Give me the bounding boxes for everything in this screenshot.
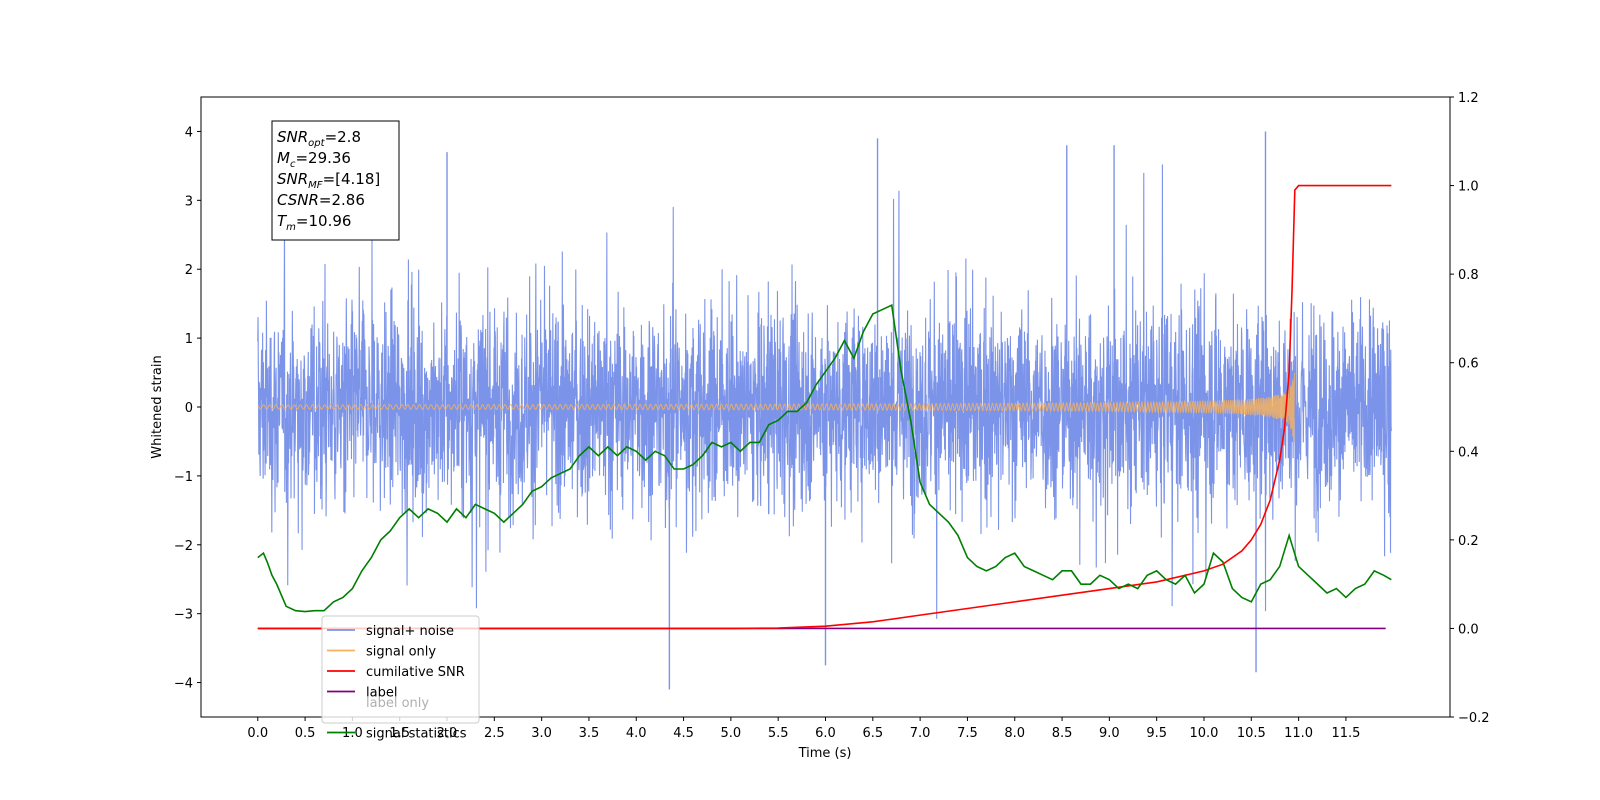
series-line-cumilative-snr: [257, 184, 1392, 630]
y2-tick-label: 0.6: [1458, 357, 1479, 372]
y-tick-label: −4: [174, 677, 193, 692]
x-tick-label: 0.0: [247, 726, 268, 741]
x-tick-label: 3.0: [531, 726, 552, 741]
stat-symbol: SNR: [277, 170, 308, 188]
stat-subscript: MF: [308, 180, 323, 191]
series-line-signal-statistics: [257, 303, 1392, 613]
stat-line: CSNR=2.86: [277, 191, 365, 209]
x-tick-label: 2.5: [484, 726, 505, 741]
stats-box: [271, 120, 400, 241]
stat-value: =29.36: [295, 149, 351, 167]
x-tick-label: 10.0: [1190, 726, 1219, 741]
y2-tick-label: 0.8: [1458, 268, 1479, 283]
x-tick-label: 6.0: [815, 726, 836, 741]
y-tick-label: 4: [185, 125, 193, 140]
stat-line: SNRopt=2.8: [277, 128, 361, 149]
y2-tick-label: −0.2: [1458, 711, 1490, 726]
legend-label: signal statistics: [366, 727, 467, 742]
x-tick-label: 6.5: [862, 726, 883, 741]
x-tick-label: 9.5: [1146, 726, 1167, 741]
y2-tick-label: 0.2: [1458, 534, 1479, 549]
y-tick-label: 1: [185, 332, 193, 347]
stat-subscript: opt: [308, 138, 325, 149]
legend-label: label only: [366, 696, 429, 711]
y2-tick-label: 0.0: [1458, 622, 1479, 637]
y-tick-label: −1: [174, 470, 193, 485]
x-axis-label: Time (s): [798, 746, 852, 761]
x-tick-label: 11.0: [1284, 726, 1313, 741]
stat-line: Tm=10.96: [277, 212, 351, 233]
y-tick-label: 2: [185, 263, 193, 278]
stat-symbol: SNR: [277, 128, 308, 146]
y2-tick-label: 1.0: [1458, 180, 1479, 195]
x-tick-label: 0.5: [295, 726, 316, 741]
axes: 0.0 0.5 1.0 1.5 2.0 2.5 3.0 3.5 4.0 4.5 5.0 5.5 6.0 6…: [174, 91, 1490, 741]
series-line-signal-plus-noise: [257, 164, 1392, 619]
series-line-signal-only: [257, 372, 1295, 443]
y-tick-label: −3: [174, 608, 193, 623]
legend-label: signal+ noise: [366, 624, 454, 639]
x-tick-label: 3.5: [579, 726, 600, 741]
x-tick-label: 5.0: [721, 726, 742, 741]
x-tick-label: 8.0: [1004, 726, 1025, 741]
stat-subscript: m: [286, 222, 296, 233]
x-tick-label: 7.0: [910, 726, 931, 741]
stat-value: =2.86: [319, 191, 365, 209]
stat-value: =[4.18]: [323, 170, 381, 188]
x-tick-label: 8.5: [1052, 726, 1073, 741]
x-tick-label: 1.5: [389, 726, 410, 741]
stats-annotation: SNRopt=2.8Mc=29.36SNRMF=[4.18]CSNR=2.86T…: [271, 120, 400, 241]
x-tick-label: 10.5: [1237, 726, 1266, 741]
plot-area: [257, 131, 1392, 690]
x-tick-label: 7.5: [957, 726, 978, 741]
y-tick-label: 0: [185, 401, 193, 416]
stat-value: =2.8: [325, 128, 361, 146]
legend-label: label: [366, 686, 397, 701]
y-axis-label: Whitened strain: [150, 355, 165, 458]
y2-tick-label: 1.2: [1458, 91, 1479, 106]
y-tick-label: 3: [185, 194, 193, 209]
x-tick-label: 11.5: [1331, 726, 1360, 741]
x-tick-label: 9.0: [1099, 726, 1120, 741]
x-tick-label: 4.5: [673, 726, 694, 741]
x-tick-label: 5.5: [768, 726, 789, 741]
x-tick-label: 1.0: [342, 726, 363, 741]
stat-symbol: CSNR: [277, 191, 319, 209]
x-tick-label: 2.0: [437, 726, 458, 741]
legend-label: signal only: [366, 645, 436, 660]
stat-symbol: M: [277, 149, 290, 167]
stat-line: SNRMF=[4.18]: [277, 170, 380, 191]
stat-subscript: c: [290, 159, 296, 170]
y2-tick-label: 0.4: [1458, 445, 1479, 460]
stat-line: Mc=29.36: [277, 149, 351, 170]
legend-box: [321, 615, 480, 724]
x-tick-label: 4.0: [626, 726, 647, 741]
y-tick-label: −2: [174, 539, 193, 554]
stat-symbol: T: [277, 212, 288, 230]
legend-label: cumilative SNR: [366, 665, 465, 680]
legend: signal+ noise signal only cumilative SNR la…: [321, 615, 480, 742]
stat-value: =10.96: [296, 212, 352, 230]
